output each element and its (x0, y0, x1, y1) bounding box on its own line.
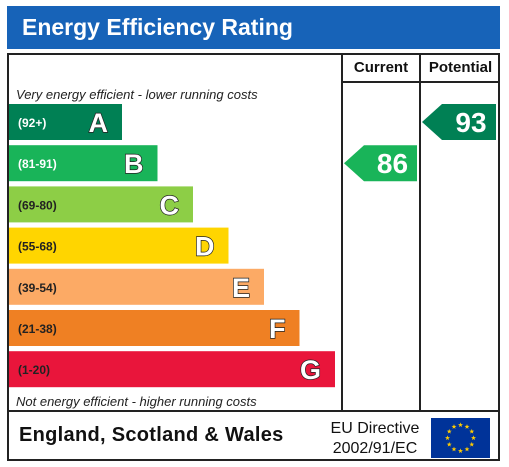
column-header-potential: Potential (428, 59, 493, 76)
current-rating-value: 86 (377, 148, 408, 179)
eu-star-icon (446, 428, 452, 434)
band-range-f: (21-38) (18, 322, 57, 336)
band-bar-e (9, 268, 264, 305)
band-bar-c (9, 186, 193, 223)
band-range-a: (92+) (18, 116, 46, 130)
band-range-d: (55-68) (18, 240, 57, 254)
band-letter-f: F (269, 314, 286, 344)
eu-star-icon (445, 435, 450, 441)
band-range-c: (69-80) (18, 198, 57, 212)
band-bar-a (9, 104, 122, 140)
directive-line-1: EU Directive (330, 420, 420, 437)
potential-rating-value: 93 (455, 107, 486, 138)
band-bar-g (9, 351, 335, 388)
band-range-b: (81-91) (18, 157, 57, 171)
eu-star-icon (464, 424, 470, 429)
band-bar-d (9, 227, 229, 264)
footer-divider (7, 410, 500, 412)
footer-country: England, Scotland & Wales (19, 424, 284, 446)
band-letter-c: C (160, 190, 180, 220)
eu-star-icon (458, 422, 463, 428)
eu-star-icon (451, 424, 457, 429)
eu-star-icon (469, 428, 475, 434)
top-note: Very energy efficient - lower running co… (16, 87, 258, 102)
band-bar-f (9, 310, 300, 346)
directive-line-2: 2002/91/EC (332, 440, 418, 457)
rating-frame (7, 53, 500, 461)
title-bar (7, 6, 500, 49)
eu-flag-icon (431, 418, 490, 458)
eu-star-icon (446, 441, 452, 447)
column-divider-current (341, 53, 343, 412)
band-letter-b: B (124, 149, 144, 179)
eu-star-icon (451, 446, 457, 452)
band-range-e: (39-54) (18, 281, 57, 295)
column-header-divider (341, 81, 500, 83)
band-letter-d: D (195, 232, 215, 262)
band-letter-g: G (300, 355, 321, 385)
eu-star-icon (464, 446, 470, 452)
eu-star-icon (471, 435, 476, 441)
potential-rating-arrow (422, 104, 496, 140)
eu-star-icon (469, 441, 475, 447)
bottom-note: Not energy efficient - higher running co… (16, 394, 257, 409)
column-header-current: Current (353, 59, 409, 76)
current-rating-arrow (344, 145, 417, 182)
band-letter-a: A (89, 108, 109, 138)
band-bar-b (9, 145, 158, 182)
eu-star-icon (458, 448, 463, 454)
band-range-g: (1-20) (18, 363, 50, 377)
band-letter-e: E (232, 273, 250, 303)
column-divider-potential (419, 53, 421, 412)
chart-title: Energy Efficiency Rating (22, 14, 293, 40)
